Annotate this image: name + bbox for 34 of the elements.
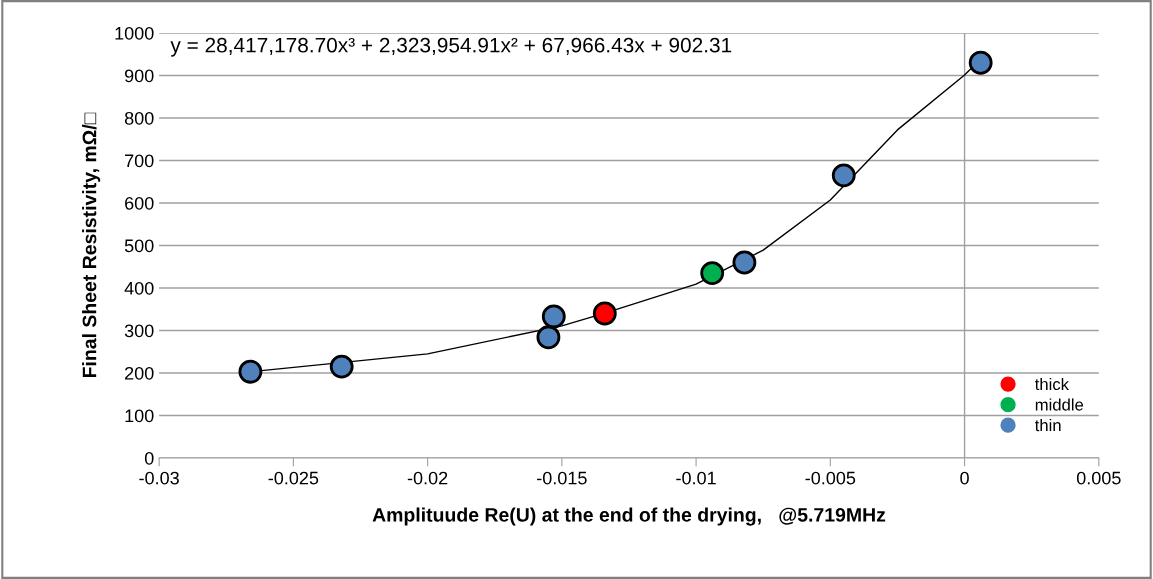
point [238, 359, 263, 384]
legend-label: middle [1035, 398, 1084, 411]
y-tick-label: 1000 [115, 26, 154, 40]
x-tick-label: -0.005 [805, 471, 856, 485]
point [536, 325, 561, 350]
point [541, 304, 566, 329]
point [592, 301, 617, 326]
x-axis-title: Amplituude Re(U) at the end of the drying, @5.719MHz [372, 507, 886, 526]
point [831, 163, 856, 188]
point [968, 50, 993, 75]
y-tick-label: 0 [144, 451, 154, 465]
x-tick-label: 0 [960, 471, 969, 485]
x-tick-label: -0.03 [139, 471, 179, 485]
point [329, 354, 354, 379]
y-tick-label: 100 [125, 409, 154, 423]
legend-label: thin [1034, 418, 1061, 432]
y-tick-label: 900 [124, 69, 154, 83]
x-tick-label: -0.015 [537, 471, 587, 485]
y-axis-title: Final Sheet Resistivity, mΩ/□ [82, 112, 101, 378]
y-tick-label: 200 [125, 366, 154, 380]
point [700, 261, 725, 286]
x-tick-label: 0.005 [1076, 471, 1121, 485]
y-tick-label: 400 [124, 281, 154, 295]
annotation: y = 28,417,178.70x³ + 2,323,954.91x² + 67,966.43x + 902.31 [170, 37, 732, 57]
x-tick-label: -0.025 [268, 471, 319, 485]
x-tick-label: -0.02 [407, 471, 448, 485]
y-tick-label: 300 [124, 324, 154, 338]
x-tick-label: -0.01 [676, 471, 716, 485]
point [732, 250, 757, 275]
legend-label: thick [1034, 377, 1070, 391]
y-tick-label: 500 [124, 239, 154, 253]
y-tick-label: 600 [125, 196, 154, 210]
y-tick-label: 700 [125, 154, 154, 168]
y-tick-label: 800 [124, 111, 154, 125]
